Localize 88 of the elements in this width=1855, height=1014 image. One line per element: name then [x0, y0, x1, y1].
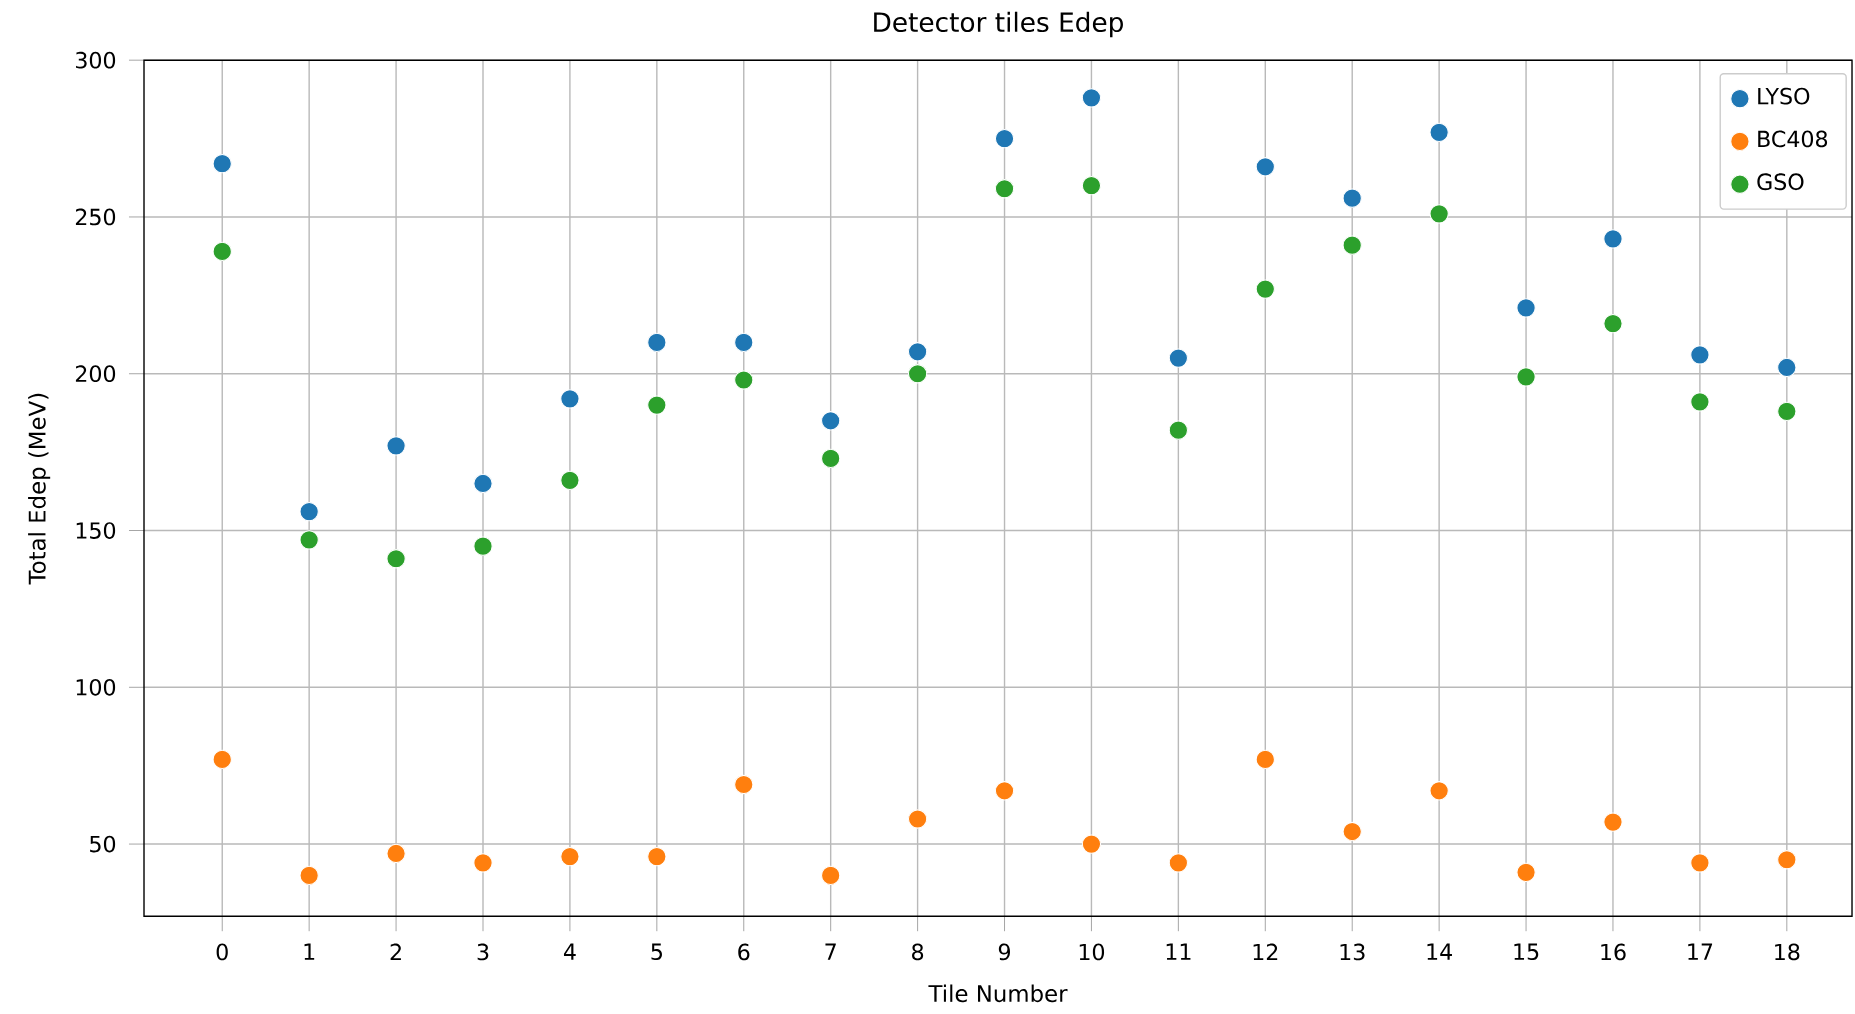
point — [1255, 279, 1275, 299]
point — [1168, 420, 1189, 440]
legend-label: GSO — [1757, 173, 1804, 191]
point — [1603, 812, 1623, 832]
point — [1690, 392, 1710, 412]
point — [994, 128, 1015, 149]
x-tick-label: 4 — [563, 943, 576, 960]
point — [386, 436, 406, 456]
y-tick-label: 100 — [76, 678, 116, 696]
point — [473, 853, 493, 873]
point — [299, 530, 319, 550]
point — [647, 847, 667, 867]
x-tick-label: 3 — [477, 943, 489, 961]
point — [1777, 850, 1797, 870]
point — [1516, 298, 1536, 318]
x-tick-label: 12 — [1253, 943, 1278, 961]
legend-label: LYSO — [1758, 87, 1810, 105]
point — [299, 865, 319, 886]
x-tick-label: 8 — [912, 943, 924, 961]
x-tick-label: 17 — [1688, 943, 1713, 960]
point — [212, 154, 232, 174]
point — [212, 749, 232, 770]
point — [1342, 188, 1362, 208]
y-tick-label: 250 — [75, 208, 116, 226]
point — [473, 536, 493, 556]
x-tick-label: 13 — [1340, 943, 1365, 961]
point — [907, 364, 928, 384]
point — [647, 332, 667, 353]
point — [1168, 853, 1189, 873]
point — [1255, 749, 1275, 770]
point — [1603, 229, 1623, 249]
point — [1081, 175, 1102, 196]
point — [1429, 122, 1449, 143]
point — [1516, 367, 1536, 387]
chart-title: Detector tiles Edep — [874, 11, 1123, 38]
x-tick-label: 9 — [998, 943, 1010, 961]
point — [907, 809, 928, 829]
point — [1429, 781, 1449, 801]
y-tick-label: 150 — [76, 522, 116, 539]
x-tick-label: 11 — [1166, 943, 1191, 960]
y-axis-title: Total Edep (MeV) — [28, 393, 51, 585]
point — [1777, 357, 1797, 378]
y-tick-label: 200 — [75, 365, 116, 383]
x-tick-label: 1 — [304, 943, 315, 960]
x-tick-label: 10 — [1079, 943, 1105, 961]
point — [907, 342, 928, 362]
point — [1690, 345, 1710, 365]
point — [1690, 853, 1710, 873]
point — [1516, 862, 1536, 883]
point — [821, 865, 841, 886]
point — [821, 411, 841, 431]
x-tick-label: 5 — [651, 943, 662, 961]
point — [386, 549, 406, 569]
x-tick-label: 2 — [390, 943, 401, 961]
point — [994, 179, 1015, 199]
point — [212, 241, 232, 262]
point — [1603, 313, 1623, 334]
point — [1429, 204, 1449, 224]
point — [1168, 348, 1189, 368]
y-tick-label: 300 — [76, 51, 116, 69]
point — [1342, 821, 1362, 842]
x-tick-label: 7 — [825, 943, 836, 960]
y-tick-label: 50 — [90, 835, 116, 853]
point — [560, 389, 580, 409]
x-tick-label: 14 — [1427, 943, 1452, 960]
point — [560, 470, 580, 491]
point — [821, 448, 841, 469]
point — [734, 332, 754, 353]
point — [734, 774, 754, 795]
point — [734, 370, 754, 390]
point — [560, 847, 580, 867]
point — [1081, 88, 1102, 108]
point — [473, 473, 493, 494]
x-tick-label: 0 — [216, 943, 228, 961]
point — [386, 843, 406, 864]
x-tick-label: 18 — [1775, 943, 1800, 961]
x-tick-label: 6 — [738, 943, 750, 961]
x-tick-label: 16 — [1601, 943, 1626, 961]
x-tick-label: 15 — [1514, 943, 1539, 961]
point — [1255, 157, 1275, 177]
x-axis-title: Tile Number — [928, 984, 1068, 1003]
point — [1777, 401, 1797, 422]
point — [994, 781, 1015, 801]
point — [1342, 235, 1362, 255]
point — [1081, 834, 1102, 854]
legend-label: BC408 — [1758, 130, 1828, 148]
point — [299, 502, 319, 522]
point — [647, 395, 667, 415]
